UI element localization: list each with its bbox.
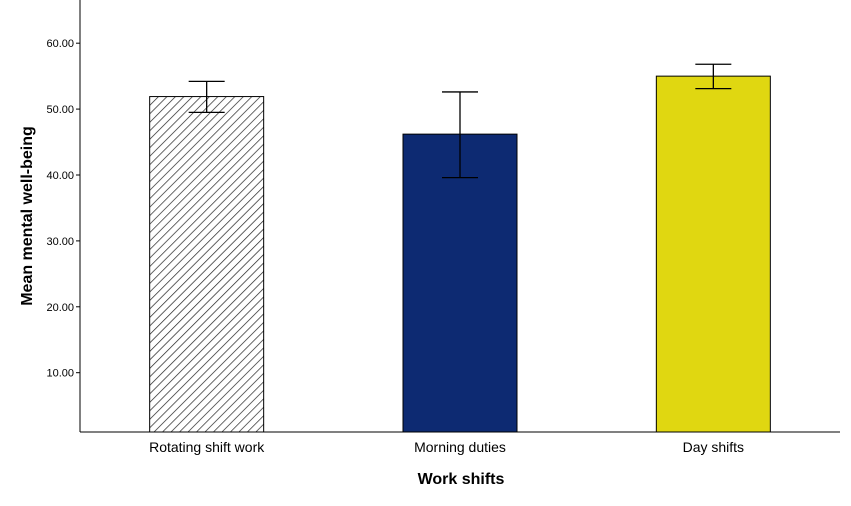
y-tick-label: 60.00 <box>46 38 74 50</box>
bar <box>402 133 518 433</box>
x-category-label: Day shifts <box>683 439 744 455</box>
y-tick-label: 30.00 <box>46 236 74 248</box>
y-tick-label: 20.00 <box>46 302 74 314</box>
bar <box>149 96 265 433</box>
bar <box>655 75 771 433</box>
error-bars <box>188 63 732 179</box>
x-category-label: Rotating shift work <box>149 439 265 455</box>
y-tick-label: 50.00 <box>46 104 74 116</box>
bars <box>149 75 771 433</box>
y-tick-label: 10.00 <box>46 368 74 380</box>
x-tick-labels: Rotating shift work Morning duties Day shi… <box>149 439 744 455</box>
y-tick-labels: 10.00 20.00 30.00 40.00 50.00 60.00 <box>46 38 74 380</box>
y-tick-label: 40.00 <box>46 170 74 182</box>
x-category-label: Morning duties <box>414 439 506 455</box>
x-axis-title: Work shifts <box>418 471 505 488</box>
y-axis-title: Mean mental well-being <box>19 126 36 306</box>
